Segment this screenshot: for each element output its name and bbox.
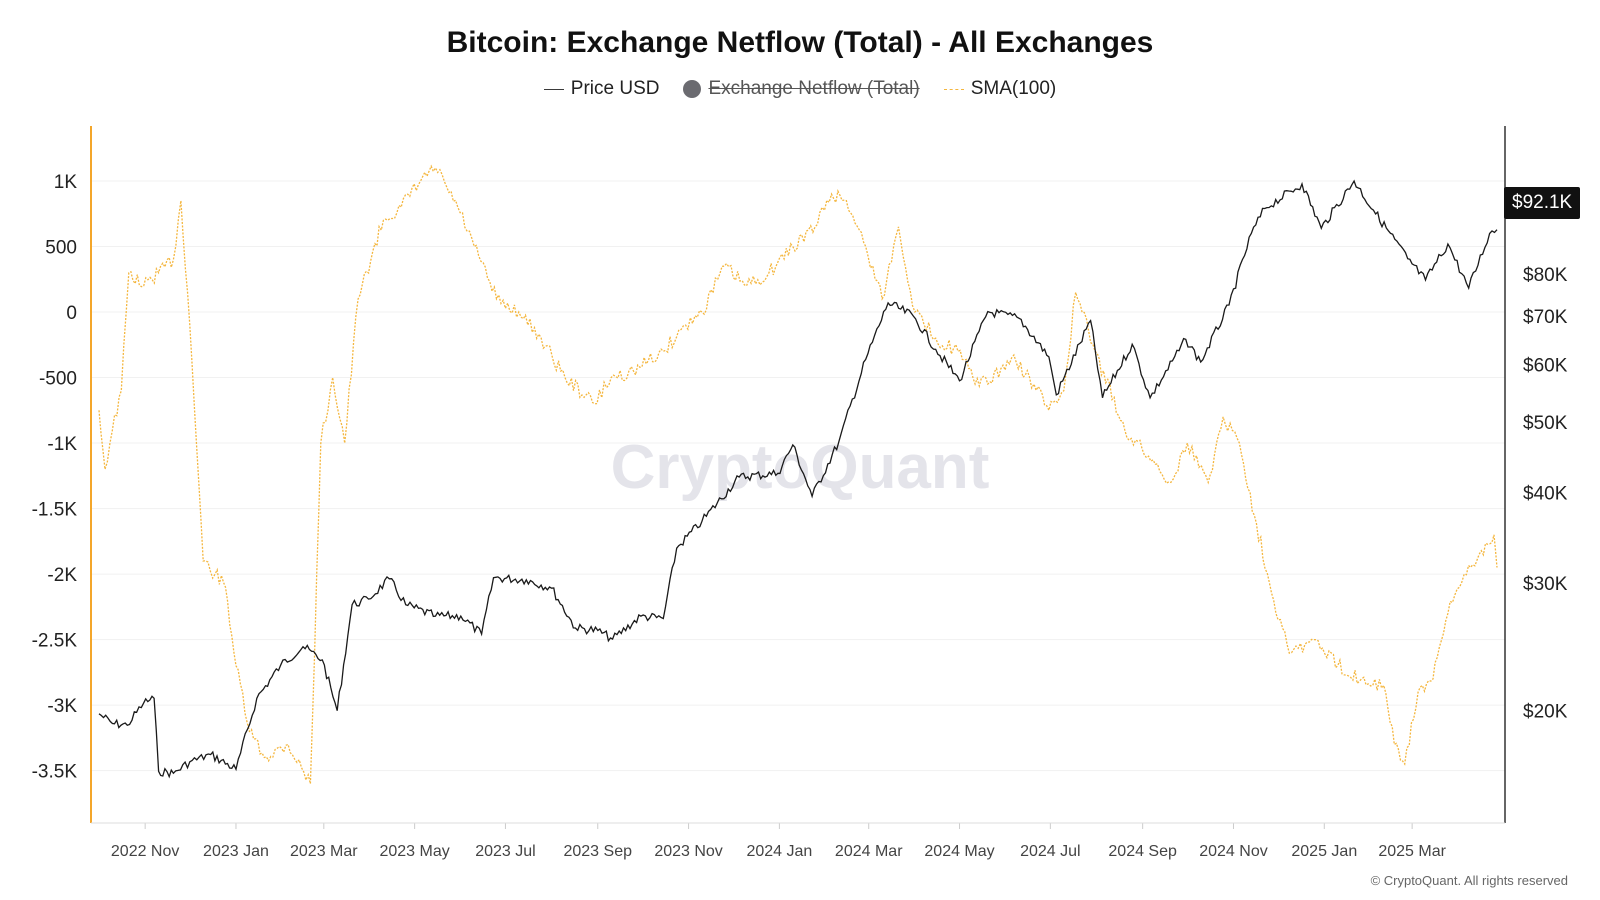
left-tick-label: -3K: [47, 696, 77, 717]
x-tick-label: 2024 Mar: [835, 843, 903, 860]
legend-line-symbol: [543, 88, 564, 90]
right-tick-label: $50K: [1523, 413, 1568, 434]
right-tick-label: $30K: [1523, 574, 1568, 595]
series-sma-100-line: [98, 164, 1498, 784]
legend: Price USD Exchange Netflow (Total) SMA(1…: [0, 78, 1600, 100]
x-tick-label: 2024 Sep: [1108, 843, 1177, 860]
right-tick-label: $70K: [1523, 307, 1568, 328]
x-axis-ticks: 2022 Nov 2023 Jan 2023 Mar 2023 May 2023 Jul…: [111, 823, 1447, 860]
left-tick-label: -1.5K: [32, 500, 78, 521]
right-tick-label: $60K: [1523, 356, 1568, 377]
x-tick-label: 2024 Jan: [746, 843, 812, 860]
x-tick-label: 2024 Jul: [1020, 843, 1081, 860]
right-axis-ticks: $100K$80K$70K$60K$50K$40K$30K$20K: [1523, 195, 1578, 723]
left-tick-label: -2.5K: [32, 631, 78, 652]
x-tick-label: 2023 Mar: [290, 843, 358, 860]
left-tick-label: -2K: [47, 565, 77, 586]
gridlines: [91, 180, 1505, 772]
legend-dot-symbol: [683, 80, 702, 98]
series-price-usd-line: [98, 179, 1498, 779]
left-tick-label: 0: [66, 303, 77, 324]
current-price-badge: $92.1K: [1504, 187, 1581, 219]
x-tick-label: 2023 May: [379, 843, 449, 860]
copyright-notice: © CryptoQuant. All rights reserved: [1370, 873, 1568, 888]
x-tick-label: 2022 Nov: [111, 843, 180, 860]
legend-item-price-usd[interactable]: Price USD: [543, 78, 660, 100]
right-tick-label: $20K: [1523, 702, 1568, 723]
legend-item-exchange-netflow[interactable]: Exchange Netflow (Total): [683, 78, 920, 100]
left-tick-label: -500: [39, 369, 77, 390]
x-tick-label: 2025 Mar: [1378, 843, 1446, 860]
legend-label-price-usd: Price USD: [570, 78, 660, 99]
legend-item-sma-100[interactable]: SMA(100): [943, 78, 1057, 100]
x-tick-label: 2025 Jan: [1291, 843, 1357, 860]
legend-dashed-symbol: [943, 88, 964, 90]
x-tick-label: 2023 Nov: [654, 843, 723, 860]
left-tick-label: -1K: [47, 434, 77, 455]
x-tick-label: 2023 Jul: [475, 843, 536, 860]
left-tick-label: 1K: [54, 172, 78, 193]
right-tick-label: $40K: [1523, 483, 1568, 504]
x-tick-label: 2023 Sep: [563, 843, 632, 860]
right-tick-label: $80K: [1523, 265, 1568, 286]
chart-title: Bitcoin: Exchange Netflow (Total) - All …: [446, 26, 1154, 59]
legend-label-exchange-netflow: Exchange Netflow (Total): [708, 78, 920, 99]
legend-label-sma-100: SMA(100): [970, 78, 1057, 99]
x-tick-label: 2023 Jan: [203, 843, 269, 860]
left-tick-label: 500: [45, 238, 77, 259]
x-tick-label: 2024 Nov: [1199, 843, 1268, 860]
left-axis-ticks: 1K 500 0 -500 -1K -1.5K -2K -2.5K -3K -3.5K: [32, 172, 78, 783]
x-tick-label: 2024 May: [924, 843, 994, 860]
left-tick-label: -3.5K: [32, 762, 78, 783]
